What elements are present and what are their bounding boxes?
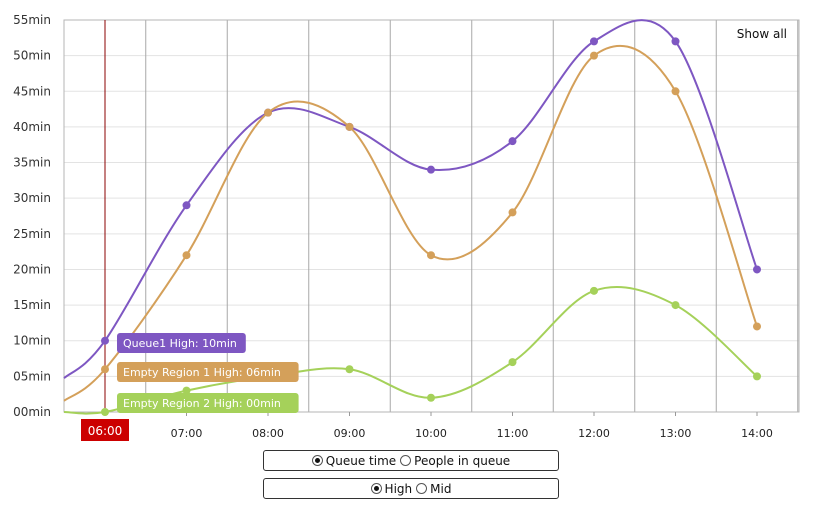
data-point	[753, 265, 761, 274]
time-cursor[interactable]: 06:00	[81, 20, 129, 441]
y-tick-label: 55min	[13, 13, 51, 27]
data-point	[671, 37, 680, 46]
tooltip-text-1: Empty Region 1 High: 06min	[123, 366, 281, 379]
data-point	[508, 358, 517, 367]
plot-frame	[63, 19, 800, 413]
data-point	[264, 108, 272, 117]
y-tick-label: 25min	[13, 227, 51, 241]
tooltip-text-2: Empty Region 2 High: 00min	[123, 397, 281, 410]
people-in-queue-radio[interactable]	[400, 455, 412, 466]
show-all-button[interactable]: Show all	[737, 27, 787, 41]
data-point	[427, 393, 435, 402]
x-tick-label: 10:00	[415, 427, 447, 440]
mid-label: Mid	[430, 481, 452, 496]
mid-radio[interactable]	[416, 483, 428, 494]
data-point	[508, 208, 517, 217]
queue-time-option[interactable]: Queue time	[311, 453, 397, 468]
tooltip-box-1	[117, 362, 299, 382]
x-tick-label: 14:00	[741, 427, 773, 440]
x-tick-label: 08:00	[252, 427, 284, 440]
y-tick-label: 10min	[13, 334, 51, 348]
x-tick-label: 13:00	[660, 427, 692, 440]
tooltip-box-0	[117, 333, 246, 353]
data-point	[345, 365, 354, 374]
data-point	[753, 372, 761, 381]
high-option[interactable]: High	[370, 481, 413, 496]
y-tick-label: 15min	[13, 298, 51, 312]
y-tick-label: 20min	[13, 262, 51, 276]
axes: 00min 05min 10min 15min 20min 25min 30min 35min…	[13, 13, 773, 440]
cursor-time-label: 06:00	[88, 424, 123, 438]
series-line-0	[63, 19, 758, 379]
y-tick-label: 00min	[13, 405, 51, 419]
data-point	[590, 37, 598, 46]
queue-time-radio[interactable]	[311, 455, 323, 466]
data-point	[101, 336, 109, 345]
cursor-time-badge[interactable]	[81, 419, 129, 441]
people-in-queue-option[interactable]: People in queue	[400, 454, 510, 468]
tooltip-box-2	[117, 393, 299, 413]
tooltips: Queue1 High: 10min Empty Region 1 High: 0…	[117, 333, 299, 413]
data-point	[101, 365, 109, 374]
high-label: High	[384, 481, 413, 496]
data-point	[101, 408, 109, 416]
y-tick-label: 35min	[13, 156, 51, 170]
y-tick-label: 50min	[13, 49, 51, 63]
data-points	[101, 37, 761, 416]
metric-toggle: Queue time People in queue	[263, 450, 559, 471]
data-point	[427, 251, 435, 260]
grid-lines	[63, 19, 800, 413]
data-point	[182, 251, 191, 260]
queue-time-label: Queue time	[325, 453, 397, 468]
series-lines	[63, 19, 758, 415]
mid-option[interactable]: Mid	[416, 482, 451, 496]
queue-time-chart: 00min 05min 10min 15min 20min 25min 30min 35min…	[13, 13, 800, 441]
high-radio[interactable]	[370, 483, 382, 494]
data-point	[345, 122, 354, 131]
data-point	[753, 322, 761, 331]
y-tick-label: 05min	[13, 369, 51, 383]
data-point	[182, 201, 191, 210]
data-point	[182, 386, 191, 395]
x-tick-label: 12:00	[578, 427, 610, 440]
data-point	[671, 87, 680, 96]
data-point	[671, 301, 680, 310]
y-tick-label: 45min	[13, 84, 51, 98]
x-tick-label: 09:00	[334, 427, 366, 440]
data-point	[590, 51, 598, 60]
x-tick-label: 07:00	[171, 427, 203, 440]
x-tick-label: 11:00	[497, 427, 529, 440]
data-point	[508, 137, 517, 146]
series-line-1	[63, 45, 758, 402]
people-in-queue-label: People in queue	[414, 453, 511, 468]
y-tick-label: 40min	[13, 120, 51, 134]
level-toggle: High Mid	[263, 478, 559, 499]
tooltip-text-0: Queue1 High: 10min	[123, 337, 237, 350]
data-point	[590, 286, 598, 295]
y-tick-label: 30min	[13, 191, 51, 205]
data-point	[427, 165, 435, 174]
